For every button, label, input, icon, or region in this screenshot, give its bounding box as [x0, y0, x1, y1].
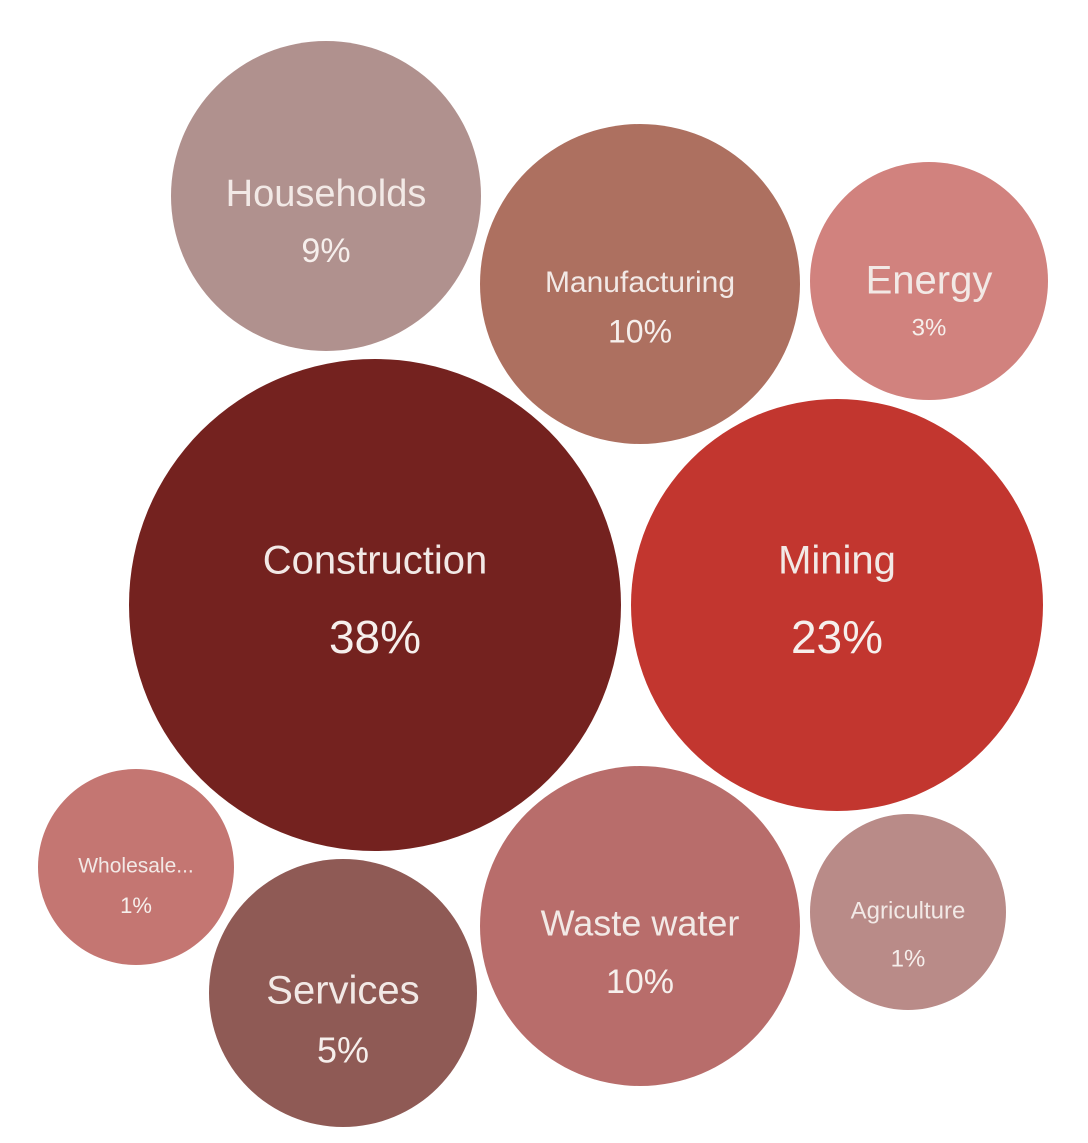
- bubble-households: Households 9%: [171, 41, 481, 351]
- bubbles-group: Construction 38% Mining 23% Manufacturing 10%…: [38, 41, 1048, 1127]
- bubble-label-manufacturing: Manufacturing: [545, 266, 735, 299]
- bubble-value-construction: 38%: [329, 611, 421, 663]
- bubble-label-services: Services: [266, 969, 419, 1013]
- bubble-wholesale: Wholesale... 1%: [38, 769, 234, 965]
- bubble-value-agriculture: 1%: [891, 945, 926, 972]
- bubble-circle-wholesale: [38, 769, 234, 965]
- bubble-waste-water: Waste water 10%: [480, 766, 800, 1086]
- bubble-energy: Energy 3%: [810, 162, 1048, 400]
- bubble-label-mining: Mining: [778, 539, 896, 583]
- bubble-value-mining: 23%: [791, 611, 883, 663]
- bubble-label-wholesale: Wholesale...: [78, 855, 194, 878]
- bubble-circle-mining: [631, 399, 1043, 811]
- bubble-value-waste-water: 10%: [606, 963, 674, 1001]
- bubble-mining: Mining 23%: [631, 399, 1043, 811]
- bubble-circle-waste-water: [480, 766, 800, 1086]
- bubble-circle-households: [171, 41, 481, 351]
- bubble-label-energy: Energy: [866, 259, 993, 303]
- bubble-construction: Construction 38%: [129, 359, 621, 851]
- bubble-circle-construction: [129, 359, 621, 851]
- bubble-circle-services: [209, 859, 477, 1127]
- bubble-value-energy: 3%: [912, 314, 947, 341]
- bubble-label-waste-water: Waste water: [541, 903, 740, 944]
- bubble-value-manufacturing: 10%: [608, 313, 672, 349]
- bubble-services: Services 5%: [209, 859, 477, 1127]
- bubble-value-services: 5%: [317, 1030, 369, 1071]
- bubble-value-households: 9%: [301, 232, 350, 270]
- bubble-agriculture: Agriculture 1%: [810, 814, 1006, 1010]
- bubble-circle-energy: [810, 162, 1048, 400]
- bubble-value-wholesale: 1%: [120, 893, 152, 918]
- bubble-label-construction: Construction: [263, 539, 488, 583]
- bubble-label-households: Households: [226, 173, 427, 215]
- bubble-label-agriculture: Agriculture: [851, 897, 966, 924]
- bubble-circle-agriculture: [810, 814, 1006, 1010]
- bubble-circle-manufacturing: [480, 124, 800, 444]
- bubble-manufacturing: Manufacturing 10%: [480, 124, 800, 444]
